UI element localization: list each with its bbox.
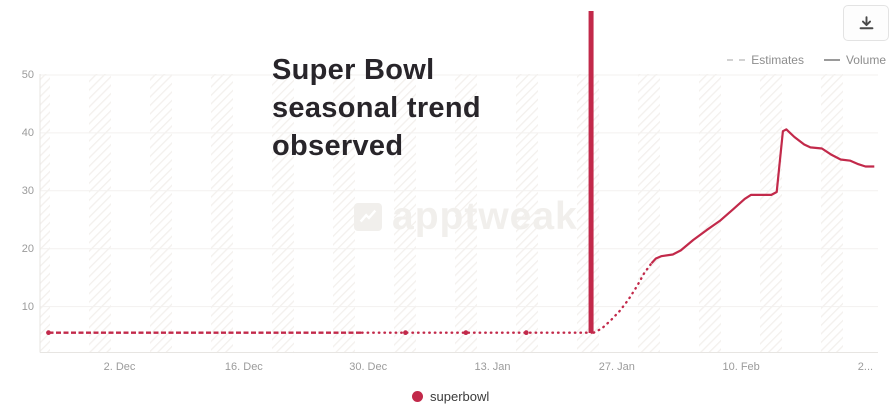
chart-title-line: observed xyxy=(272,130,404,162)
y-axis-label: 30 xyxy=(21,184,34,197)
data-point-marker[interactable] xyxy=(463,330,469,336)
chart-legend-top: Estimates Volume xyxy=(727,53,886,67)
data-point-marker[interactable] xyxy=(46,330,51,336)
chart-title-line: seasonal trend xyxy=(272,92,481,124)
x-axis-label: 16. Dec xyxy=(224,361,263,373)
series-name-label: superbowl xyxy=(430,389,490,404)
y-axis-label: 40 xyxy=(21,126,34,139)
legend-item-estimates[interactable]: Estimates xyxy=(727,53,804,67)
y-axis-label: 50 xyxy=(21,69,34,81)
download-button[interactable] xyxy=(843,5,889,41)
series-line-segment-solid xyxy=(650,128,875,264)
x-axis-label: 13. Jan xyxy=(474,361,511,373)
series-color-dot-icon xyxy=(412,391,423,402)
legend-estimates-label: Estimates xyxy=(751,53,804,67)
chart-title: Super Bowl seasonal trend observed xyxy=(272,51,481,165)
y-axis-label: 10 xyxy=(21,300,34,313)
series-line-segment-dot xyxy=(592,262,653,334)
solid-line-icon xyxy=(823,59,840,61)
data-point-marker[interactable] xyxy=(403,330,408,336)
legend-item-volume[interactable]: Volume xyxy=(823,53,886,67)
data-point-marker[interactable] xyxy=(523,330,529,336)
x-axis-label: 2... xyxy=(857,361,874,373)
y-axis-label: 20 xyxy=(21,242,34,255)
x-axis-label: 10. Feb xyxy=(722,361,760,373)
series-legend-item[interactable]: superbowl xyxy=(412,389,489,404)
annotation-vline xyxy=(588,11,594,333)
dashed-line-icon xyxy=(727,59,746,61)
x-axis-label: 2. Dec xyxy=(103,361,136,373)
x-axis-label: 27. Jan xyxy=(598,361,635,373)
chart-title-line: Super Bowl xyxy=(272,54,435,86)
x-axis-label: 30. Dec xyxy=(349,361,388,373)
legend-volume-label: Volume xyxy=(845,53,886,67)
download-icon xyxy=(857,14,876,33)
